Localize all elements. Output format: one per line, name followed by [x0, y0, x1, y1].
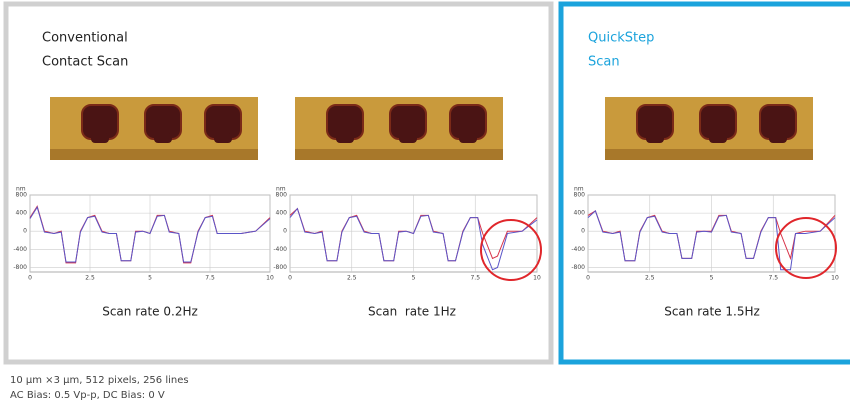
y-tick-label: -800: [13, 264, 27, 271]
highlight-circle: [481, 220, 541, 280]
chart-caption: Scan rate 1Hz: [368, 305, 456, 319]
y-tick-label: -400: [273, 246, 287, 253]
x-tick-label: 5: [710, 275, 714, 282]
y-axis-unit: nm: [574, 186, 584, 193]
y-tick-label: 400: [574, 210, 586, 217]
group-label: Conventional: [42, 31, 128, 46]
page: Conventional Contact Scan QuickStep Scan…: [0, 0, 850, 403]
x-tick-label: 2.5: [645, 275, 655, 282]
y-axis-unit: nm: [16, 186, 26, 193]
y-tick-label: -400: [13, 246, 27, 253]
highlight-circle: [776, 218, 836, 278]
x-tick-label: 10: [831, 275, 839, 282]
afm-feature: [399, 133, 417, 143]
x-tick-label: 2.5: [85, 275, 95, 282]
y-tick-label: 0: [23, 228, 27, 235]
y-tick-label: 0: [283, 228, 287, 235]
footer-line: AC Bias: 0.5 Vp-p, DC Bias: 0 V: [10, 390, 165, 401]
x-tick-label: 5: [412, 275, 416, 282]
afm-feature: [646, 133, 664, 143]
x-tick-label: 0: [586, 275, 590, 282]
x-tick-label: 5: [148, 275, 152, 282]
x-tick-label: 10: [266, 275, 274, 282]
x-tick-label: 7.5: [470, 275, 480, 282]
y-tick-label: -800: [571, 264, 585, 271]
x-tick-label: 7.5: [768, 275, 778, 282]
afm-feature: [709, 133, 727, 143]
x-tick-label: 10: [533, 275, 541, 282]
y-tick-label: 800: [16, 192, 28, 199]
group-label: Contact Scan: [42, 55, 128, 70]
y-tick-label: 800: [574, 192, 586, 199]
y-tick-label: 0: [581, 228, 585, 235]
y-tick-label: 400: [16, 210, 28, 217]
x-tick-label: 0: [288, 275, 292, 282]
afm-feature: [214, 133, 232, 143]
afm-edge: [50, 149, 258, 160]
x-tick-label: 2.5: [347, 275, 357, 282]
y-axis-unit: nm: [276, 186, 286, 193]
chart-caption: Scan rate 1.5Hz: [664, 305, 760, 319]
figure: Conventional Contact Scan QuickStep Scan…: [0, 0, 850, 403]
y-tick-label: -800: [273, 264, 287, 271]
afm-feature: [91, 133, 109, 143]
footer-line: 10 µm ×3 µm, 512 pixels, 256 lines: [10, 375, 189, 386]
afm-images: [50, 97, 813, 160]
afm-feature: [459, 133, 477, 143]
afm-feature: [336, 133, 354, 143]
afm-edge: [295, 149, 503, 160]
group-label: Scan: [588, 55, 620, 70]
x-tick-label: 0: [28, 275, 32, 282]
afm-edge: [605, 149, 813, 160]
x-tick-label: 7.5: [205, 275, 215, 282]
group-label: QuickStep: [588, 31, 654, 46]
y-tick-label: 400: [276, 210, 288, 217]
afm-feature: [154, 133, 172, 143]
y-tick-label: -400: [571, 246, 585, 253]
afm-feature: [769, 133, 787, 143]
y-tick-label: 800: [276, 192, 288, 199]
chart-caption: Scan rate 0.2Hz: [102, 305, 198, 319]
